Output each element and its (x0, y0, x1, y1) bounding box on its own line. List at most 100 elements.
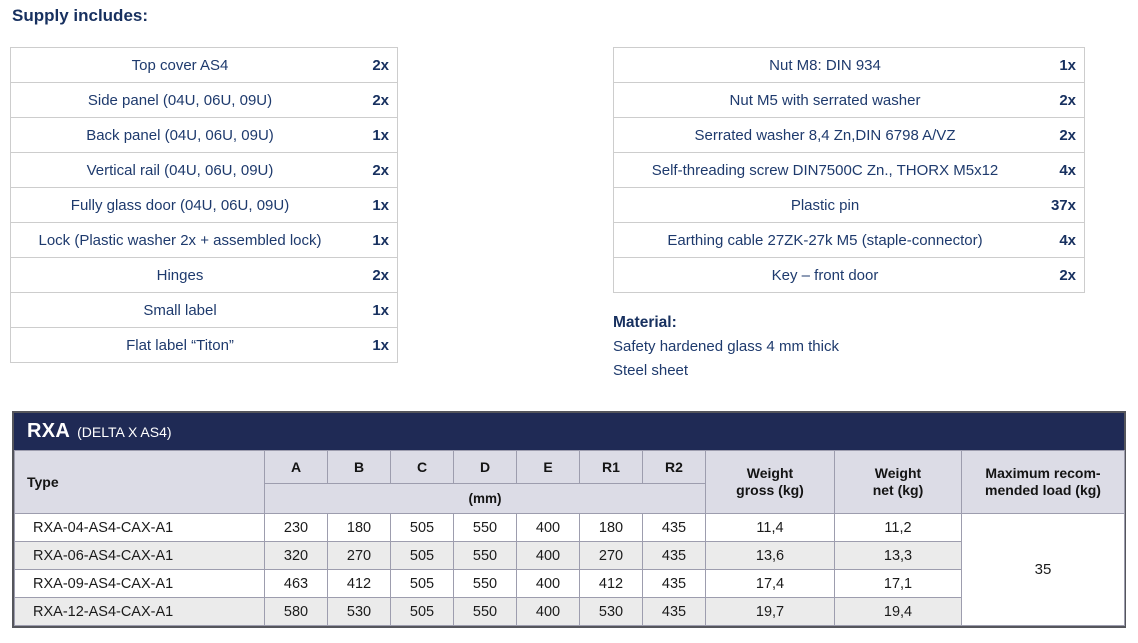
cell-b: 180 (327, 513, 391, 542)
item-qty: 1x (349, 117, 398, 153)
cell-r1: 270 (579, 541, 643, 570)
cell-r2: 435 (642, 513, 706, 542)
table-row: RXA-04-AS4-CAX-A1 230 180 505 550 400 18… (14, 513, 1125, 626)
item-label: Top cover AS4 (10, 47, 349, 83)
item-label: Earthing cable 27ZK-27k M5 (staple-conne… (613, 222, 1036, 258)
list-item: Vertical rail (04U, 06U, 09U) 2x (10, 152, 398, 188)
list-item: Side panel (04U, 06U, 09U) 2x (10, 82, 398, 118)
cell-type: RXA-09-AS4-CAX-A1 (14, 569, 265, 598)
col-header-max-load: Maximum recom- mended load (kg) (961, 450, 1125, 514)
spec-unit-row: (mm) (15, 483, 1125, 514)
cell-e: 400 (516, 569, 580, 598)
col-header-d: D (453, 450, 517, 484)
cell-c: 505 (390, 541, 454, 570)
col-header-c: C (390, 450, 454, 484)
list-item: Lock (Plastic washer 2x + assembled lock… (10, 222, 398, 258)
material-line: Safety hardened glass 4 mm thick (613, 338, 839, 355)
col-header-weight-gross: Weight gross (kg) (705, 450, 835, 514)
item-qty: 1x (349, 327, 398, 363)
item-qty: 2x (1036, 257, 1085, 293)
cell-type: RXA-12-AS4-CAX-A1 (14, 597, 265, 626)
item-label: Serrated washer 8,4 Zn,DIN 6798 A/VZ (613, 117, 1036, 153)
item-qty: 1x (1036, 47, 1085, 83)
item-qty: 37x (1036, 187, 1085, 223)
material-section: Material: Safety hardened glass 4 mm thi… (613, 311, 839, 383)
item-qty: 2x (349, 47, 398, 83)
list-item: Back panel (04U, 06U, 09U) 1x (10, 117, 398, 153)
list-item: Hinges 2x (10, 257, 398, 293)
list-item: Fully glass door (04U, 06U, 09U) 1x (10, 187, 398, 223)
cell-r1: 180 (579, 513, 643, 542)
material-heading: Material: (613, 314, 677, 331)
item-label: Fully glass door (04U, 06U, 09U) (10, 187, 349, 223)
cell-weight-gross: 11,4 (705, 513, 835, 542)
spec-table-container: RXA (DELTA X AS4) Type A B C D E R1 R2 W… (12, 411, 1126, 628)
item-label: Plastic pin (613, 187, 1036, 223)
cell-weight-gross: 13,6 (705, 541, 835, 570)
item-qty: 2x (1036, 82, 1085, 118)
cell-c: 505 (390, 597, 454, 626)
cell-a: 320 (264, 541, 328, 570)
cell-r1: 412 (579, 569, 643, 598)
item-qty: 2x (349, 152, 398, 188)
item-label: Back panel (04U, 06U, 09U) (10, 117, 349, 153)
supply-list-left: Top cover AS4 2x Side panel (04U, 06U, 0… (10, 47, 398, 363)
cell-d: 550 (453, 597, 517, 626)
col-header-r2: R2 (642, 450, 706, 484)
col-header-type: Type (14, 450, 265, 514)
cell-type: RXA-04-AS4-CAX-A1 (14, 513, 265, 542)
cell-weight-net: 19,4 (834, 597, 962, 626)
list-item: Serrated washer 8,4 Zn,DIN 6798 A/VZ 2x (613, 117, 1085, 153)
cell-d: 550 (453, 569, 517, 598)
item-label: Self-threading screw DIN7500C Zn., THORX… (613, 152, 1036, 188)
unit-header: (mm) (264, 483, 706, 514)
cell-r2: 435 (642, 541, 706, 570)
spec-header-row: Type A B C D E R1 R2 Weight gross (kg) W… (14, 450, 1125, 514)
col-header-b: B (327, 450, 391, 484)
spec-table: Type A B C D E R1 R2 Weight gross (kg) W… (14, 450, 1125, 626)
item-qty: 1x (349, 222, 398, 258)
spec-subtitle: (DELTA X AS4) (77, 424, 172, 440)
item-qty: 4x (1036, 152, 1085, 188)
item-qty: 2x (349, 82, 398, 118)
col-header-a: A (264, 450, 328, 484)
col-header-r1: R1 (579, 450, 643, 484)
item-label: Vertical rail (04U, 06U, 09U) (10, 152, 349, 188)
cell-d: 550 (453, 541, 517, 570)
col-header-e: E (516, 450, 580, 484)
cell-weight-gross: 19,7 (705, 597, 835, 626)
item-label: Small label (10, 292, 349, 328)
cell-c: 505 (390, 569, 454, 598)
cell-weight-gross: 17,4 (705, 569, 835, 598)
spec-title: RXA (27, 420, 71, 442)
table-row: RXA-09-AS4-CAX-A1 463 412 505 550 400 41… (14, 569, 1125, 598)
list-item: Nut M5 with serrated washer 2x (613, 82, 1085, 118)
cell-type: RXA-06-AS4-CAX-A1 (14, 541, 265, 570)
list-item: Plastic pin 37x (613, 187, 1085, 223)
cell-a: 463 (264, 569, 328, 598)
spec-title-bar: RXA (DELTA X AS4) (14, 413, 1124, 450)
cell-weight-net: 17,1 (834, 569, 962, 598)
cell-weight-net: 11,2 (834, 513, 962, 542)
item-label: Lock (Plastic washer 2x + assembled lock… (10, 222, 349, 258)
cell-b: 270 (327, 541, 391, 570)
item-qty: 4x (1036, 222, 1085, 258)
cell-r1: 530 (579, 597, 643, 626)
cell-weight-net: 13,3 (834, 541, 962, 570)
item-label: Hinges (10, 257, 349, 293)
item-qty: 2x (349, 257, 398, 293)
item-label: Flat label “Titon” (10, 327, 349, 363)
list-item: Self-threading screw DIN7500C Zn., THORX… (613, 152, 1085, 188)
list-item: Earthing cable 27ZK-27k M5 (staple-conne… (613, 222, 1085, 258)
item-qty: 1x (349, 292, 398, 328)
item-qty: 2x (1036, 117, 1085, 153)
cell-max-load: 35 (961, 513, 1125, 626)
col-header-weight-net: Weight net (kg) (834, 450, 962, 514)
cell-r2: 435 (642, 569, 706, 598)
material-line: Steel sheet (613, 362, 689, 379)
cell-a: 580 (264, 597, 328, 626)
item-label: Side panel (04U, 06U, 09U) (10, 82, 349, 118)
cell-r2: 435 (642, 597, 706, 626)
item-qty: 1x (349, 187, 398, 223)
list-item: Top cover AS4 2x (10, 47, 398, 83)
